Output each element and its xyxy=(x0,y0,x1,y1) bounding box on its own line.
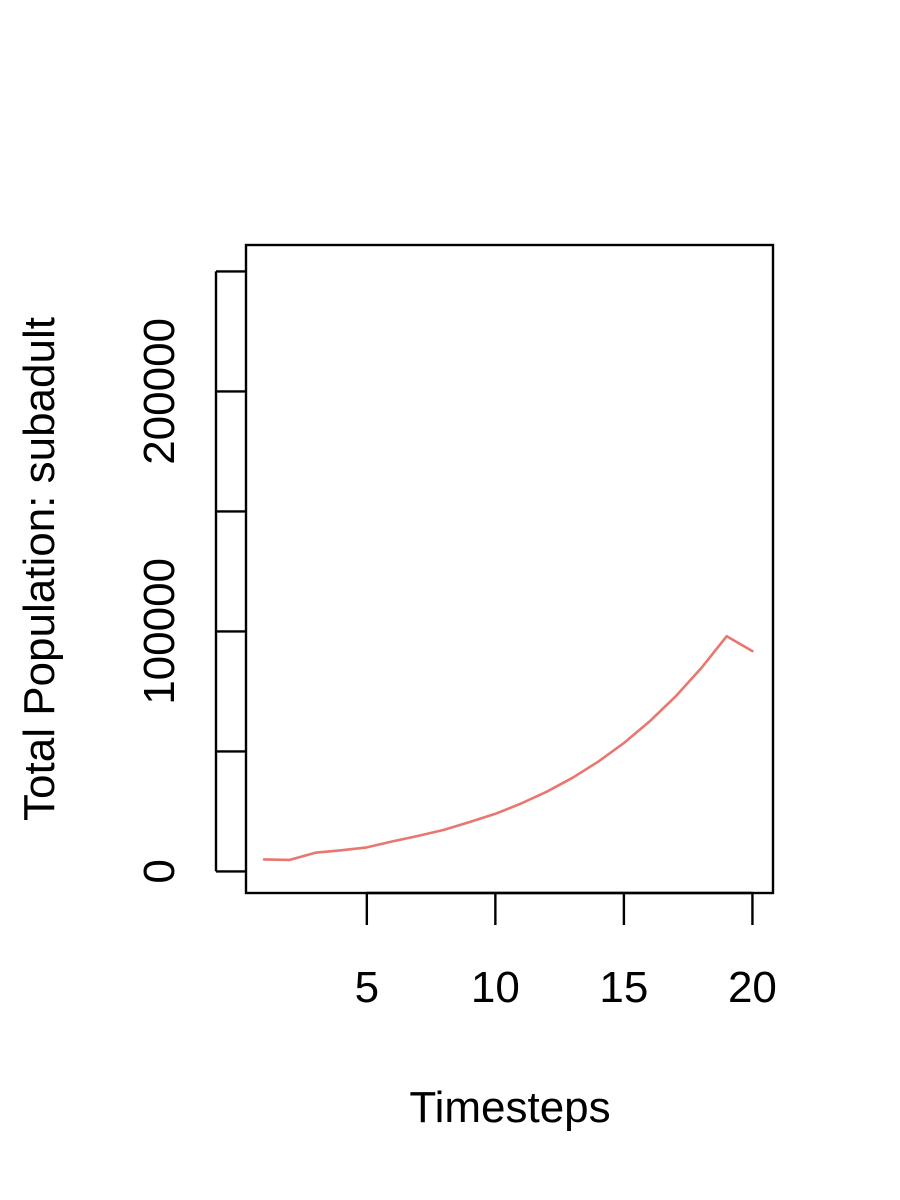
y-axis: 0 100000 200000 xyxy=(135,270,246,884)
y-axis-title: Total Population: subadult xyxy=(15,317,64,821)
x-tick-label: 10 xyxy=(471,963,520,1012)
x-tick-label: 5 xyxy=(355,963,379,1012)
series-layer xyxy=(262,634,754,862)
x-axis: 5 10 15 20 xyxy=(355,891,777,1012)
y-tick-label: 100000 xyxy=(135,558,184,705)
series-line xyxy=(262,634,754,862)
plot-frame xyxy=(244,243,775,895)
x-axis-title: Timesteps xyxy=(409,1083,610,1132)
y-tick-label: 200000 xyxy=(135,318,184,465)
x-tick-label: 15 xyxy=(599,963,648,1012)
x-tick-label: 20 xyxy=(728,963,777,1012)
y-tick-label: 0 xyxy=(135,859,184,883)
